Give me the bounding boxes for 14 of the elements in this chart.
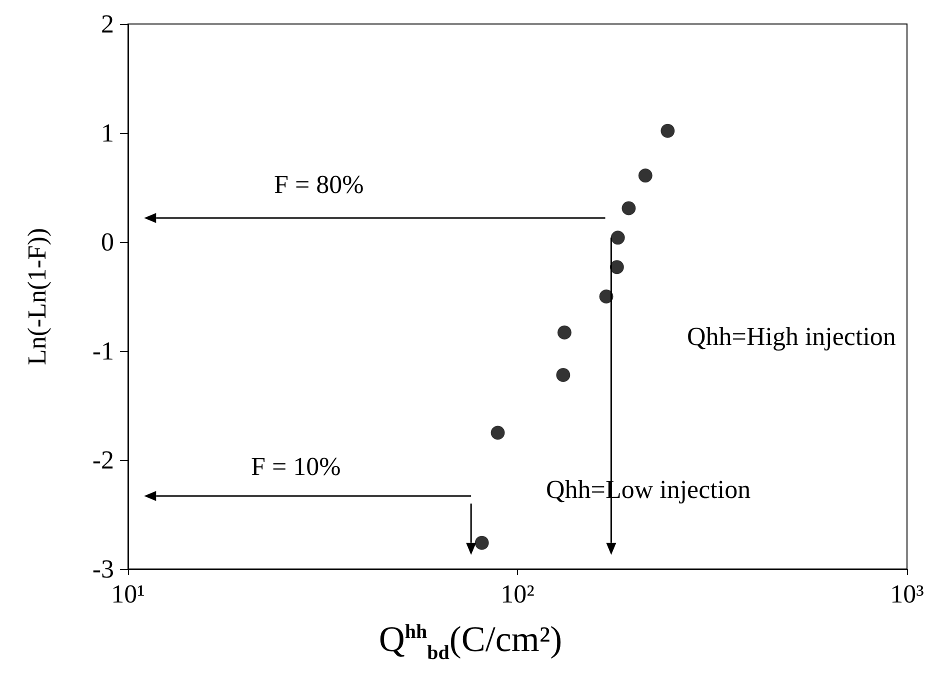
y-tick-label: 2 bbox=[101, 10, 114, 38]
x-axis-title: Q$^{hh}$$_{bd}$(C/cm²) bbox=[378, 618, 564, 666]
x-tick-label: 10² bbox=[500, 580, 535, 608]
y-tick-label: 1 bbox=[101, 118, 114, 148]
y-tick-label: -2 bbox=[92, 446, 114, 474]
y-tick-label: -3 bbox=[92, 554, 114, 584]
y-tick-label: 0 bbox=[101, 228, 114, 256]
y-axis-title: Ln(-Ln(1-F)) bbox=[22, 228, 52, 366]
y-tick-label: -1 bbox=[92, 336, 114, 366]
x-tick-label: 10³ bbox=[890, 580, 924, 608]
annotation: F = 10% bbox=[251, 452, 341, 481]
annotation: Qhh=High injection bbox=[687, 322, 896, 351]
x-tick-label: 10¹ bbox=[111, 580, 145, 608]
annotation: F = 80% bbox=[274, 170, 364, 199]
